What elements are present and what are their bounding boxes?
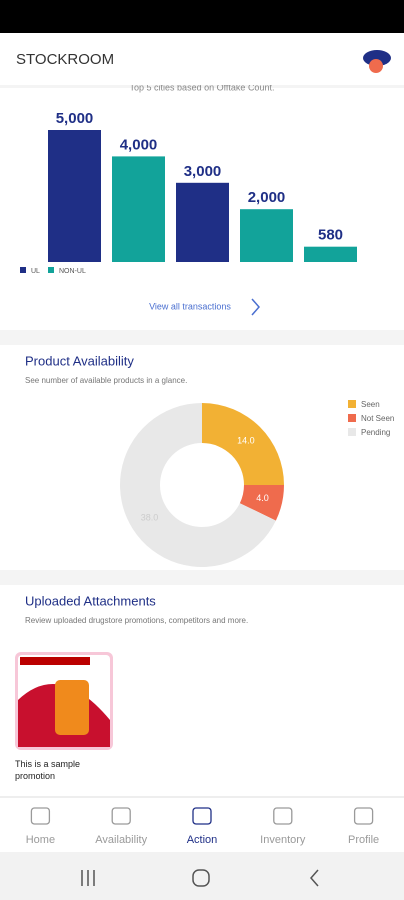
value-label: 2,000 xyxy=(248,189,286,206)
pie-slice xyxy=(202,403,284,485)
cloud-icon[interactable] xyxy=(363,50,391,73)
legend-label: Not Seen xyxy=(361,414,394,423)
bar xyxy=(240,209,293,262)
app-bar xyxy=(0,33,404,85)
legend-swatch xyxy=(20,267,26,273)
pie-title: Product Availability xyxy=(25,353,134,368)
value-label: 3,000 xyxy=(184,163,222,180)
bar xyxy=(176,182,229,262)
nav-label[interactable]: Action xyxy=(187,834,218,846)
nav-label[interactable]: Home xyxy=(26,834,55,846)
legend-swatch xyxy=(48,267,54,273)
nav-icon[interactable] xyxy=(111,807,131,825)
bar-subtitle: Top 5 cities based on Offtake Count. xyxy=(130,82,275,92)
view-transactions-link[interactable]: View all transactions xyxy=(149,301,231,311)
nav-label[interactable]: Profile xyxy=(348,834,379,846)
pie-slice xyxy=(120,403,276,567)
system-buttons[interactable] xyxy=(81,869,319,887)
slice-label: 4.0 xyxy=(256,493,269,503)
slice-label: 14.0 xyxy=(237,436,255,446)
caption-box: This is a sample promotion xyxy=(15,759,81,781)
status-bar xyxy=(0,0,404,33)
slice-label: 38.0 xyxy=(141,512,159,522)
attachment-caption: This is a sample promotion xyxy=(15,759,81,781)
legend-label: NON-UL xyxy=(59,268,86,275)
nav-icon[interactable] xyxy=(353,807,374,825)
legend-label: UL xyxy=(31,268,40,275)
promotion-image[interactable] xyxy=(15,652,113,750)
nav-label[interactable]: Inventory xyxy=(260,834,306,846)
pie-slice xyxy=(239,485,284,521)
value-label: 580 xyxy=(318,227,343,244)
nav-label[interactable]: Availability xyxy=(95,834,147,846)
attachments-title: Uploaded Attachments xyxy=(25,593,156,608)
app-title: STOCKROOM xyxy=(16,51,114,68)
system-nav xyxy=(0,852,404,900)
bar xyxy=(48,130,101,262)
legend-swatch xyxy=(348,400,356,408)
legend-swatch xyxy=(348,414,356,422)
nav-icon[interactable] xyxy=(192,807,212,825)
nav-icon[interactable] xyxy=(273,807,293,825)
chevron[interactable] xyxy=(251,298,260,316)
pie-subtitle: See number of available products in a gl… xyxy=(25,376,187,385)
attachments-subtitle: Review uploaded drugstore promotions, co… xyxy=(25,616,248,625)
legend-label: Seen xyxy=(361,400,380,409)
legend-label: Pending xyxy=(361,428,390,437)
bar xyxy=(112,156,165,262)
value-label: 5,000 xyxy=(56,110,94,127)
nav-icon[interactable] xyxy=(30,807,51,825)
bar xyxy=(304,246,357,262)
value-label: 4,000 xyxy=(120,136,158,153)
legend-swatch xyxy=(348,428,356,436)
